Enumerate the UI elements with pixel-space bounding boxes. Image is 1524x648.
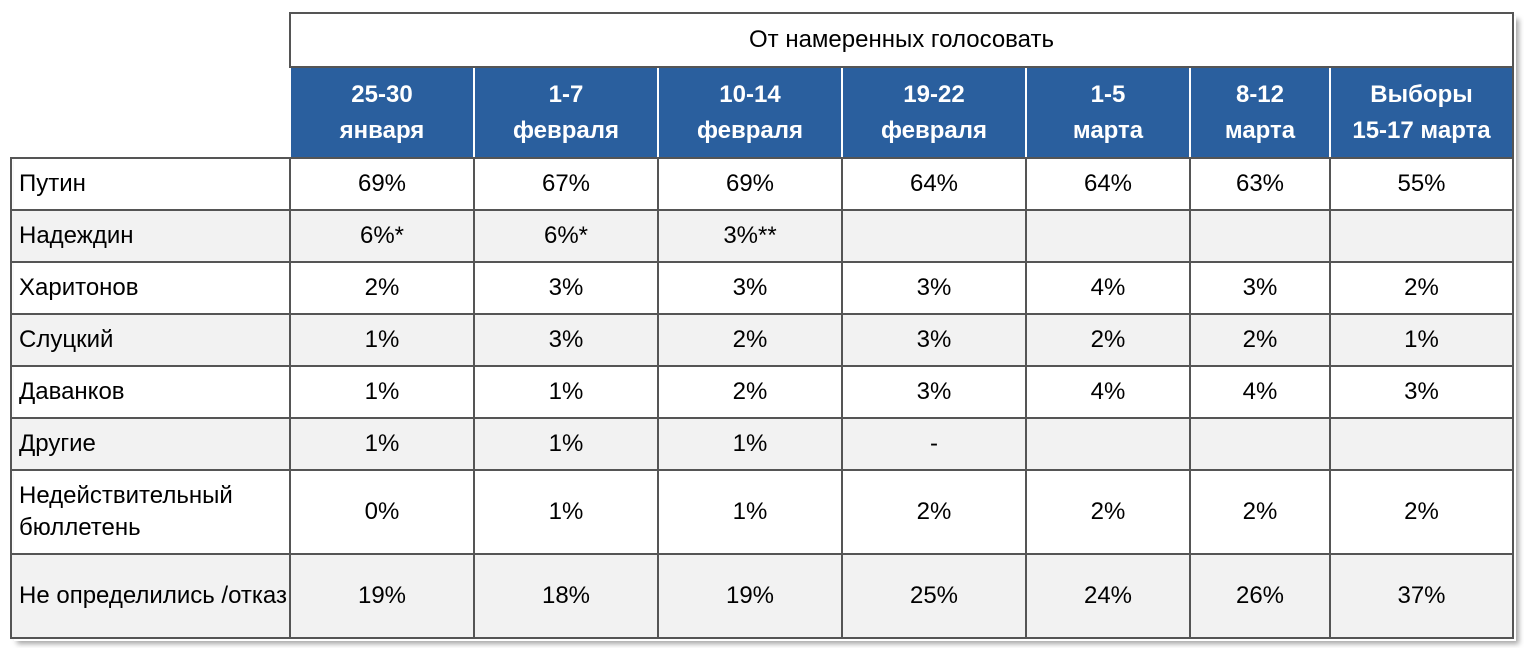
cell: 4% — [1025, 261, 1191, 315]
cell: 26% — [1189, 553, 1331, 639]
cell: 2% — [1189, 313, 1331, 367]
header-line: 19-22 — [903, 80, 965, 108]
cell: 64% — [841, 157, 1027, 211]
cell: 6%* — [473, 209, 659, 263]
cell: 4% — [1189, 365, 1331, 419]
row-label: Даванков — [10, 365, 291, 419]
cell: 2% — [841, 469, 1027, 555]
column-header: 1-5 марта — [1025, 66, 1191, 159]
cell: 0% — [289, 469, 475, 555]
cell: 1% — [657, 417, 843, 471]
cell: 1% — [289, 365, 475, 419]
cell: 2% — [1025, 469, 1191, 555]
column-header: Выборы 15-17 марта — [1329, 66, 1514, 159]
cell: 69% — [289, 157, 475, 211]
column-header: 25-30 января — [289, 66, 475, 159]
header-line: февраля — [696, 116, 804, 144]
table-row: Харитонов 2% 3% 3% 3% 4% 3% 2% — [10, 261, 1514, 315]
table-title: От намеренных голосовать — [289, 12, 1514, 68]
cell: 37% — [1329, 553, 1514, 639]
header-line: 25-30 — [351, 80, 413, 108]
header-line: февраля — [512, 116, 620, 144]
cell: 3% — [1189, 261, 1331, 315]
cell — [1329, 209, 1514, 263]
header-line: 1-7 — [548, 80, 584, 108]
cell: 69% — [657, 157, 843, 211]
table-row: Недействительный бюллетень 0% 1% 1% 2% 2% 2% 2% — [10, 469, 1514, 555]
cell: 2% — [1189, 469, 1331, 555]
cell: 24% — [1025, 553, 1191, 639]
cell: 19% — [657, 553, 843, 639]
cell: 1% — [473, 469, 659, 555]
poll-table: От намеренных голосовать 25-30 января 1-7 ф… — [10, 12, 1514, 639]
cell: 67% — [473, 157, 659, 211]
cell: 1% — [1329, 313, 1514, 367]
column-header: 10-14 февраля — [657, 66, 843, 159]
cell: 3%** — [657, 209, 843, 263]
cell: 1% — [473, 417, 659, 471]
header-line: марта — [1072, 116, 1144, 144]
column-header: 19-22 февраля — [841, 66, 1027, 159]
row-label: Не определились /отказ — [10, 553, 291, 639]
cell: 2% — [1329, 261, 1514, 315]
header-line: марта — [1224, 116, 1296, 144]
cell: 1% — [289, 417, 475, 471]
cell: 4% — [1025, 365, 1191, 419]
cell: 2% — [657, 365, 843, 419]
cell: - — [841, 417, 1027, 471]
cell — [1189, 209, 1331, 263]
table-row: Слуцкий 1% 3% 2% 3% 2% 2% 1% — [10, 313, 1514, 367]
cell — [1025, 209, 1191, 263]
cell: 55% — [1329, 157, 1514, 211]
cell: 3% — [657, 261, 843, 315]
cell: 2% — [657, 313, 843, 367]
cell: 2% — [289, 261, 475, 315]
header-line: января — [339, 116, 425, 144]
row-label: Харитонов — [10, 261, 291, 315]
cell: 3% — [1329, 365, 1514, 419]
header-line: 15-17 марта — [1352, 116, 1491, 144]
cell: 63% — [1189, 157, 1331, 211]
header-line: 1-5 — [1090, 80, 1126, 108]
row-label: Путин — [10, 157, 291, 211]
cell — [1189, 417, 1331, 471]
cell: 3% — [841, 313, 1027, 367]
table-row: Надеждин 6%* 6%* 3%** — [10, 209, 1514, 263]
header-line: Выборы — [1370, 80, 1473, 108]
column-header: 1-7 февраля — [473, 66, 659, 159]
cell: 2% — [1329, 469, 1514, 555]
cell — [1025, 417, 1191, 471]
cell: 1% — [289, 313, 475, 367]
cell — [841, 209, 1027, 263]
cell: 2% — [1025, 313, 1191, 367]
table-row: Не определились /отказ 19% 18% 19% 25% 24% 26%… — [10, 553, 1514, 639]
cell: 1% — [473, 365, 659, 419]
table-row: Путин 69% 67% 69% 64% 64% 63% 55% — [10, 157, 1514, 211]
cell: 18% — [473, 553, 659, 639]
table-row: Другие 1% 1% 1% - — [10, 417, 1514, 471]
column-header: 8-12 марта — [1189, 66, 1331, 159]
row-label: Другие — [10, 417, 291, 471]
cell — [1329, 417, 1514, 471]
cell: 3% — [473, 313, 659, 367]
header-line: 8-12 — [1235, 80, 1285, 108]
cell: 64% — [1025, 157, 1191, 211]
cell: 3% — [841, 365, 1027, 419]
row-label: Слуцкий — [10, 313, 291, 367]
row-label: Надеждин — [10, 209, 291, 263]
cell: 1% — [657, 469, 843, 555]
corner — [11, 13, 290, 158]
table-row: Даванков 1% 1% 2% 3% 4% 4% 3% — [10, 365, 1514, 419]
header-line: февраля — [880, 116, 988, 144]
cell: 3% — [473, 261, 659, 315]
header-line: 10-14 — [719, 80, 781, 108]
cell: 25% — [841, 553, 1027, 639]
cell: 6%* — [289, 209, 475, 263]
cell: 3% — [841, 261, 1027, 315]
cell: 19% — [289, 553, 475, 639]
row-label: Недействительный бюллетень — [10, 469, 291, 555]
